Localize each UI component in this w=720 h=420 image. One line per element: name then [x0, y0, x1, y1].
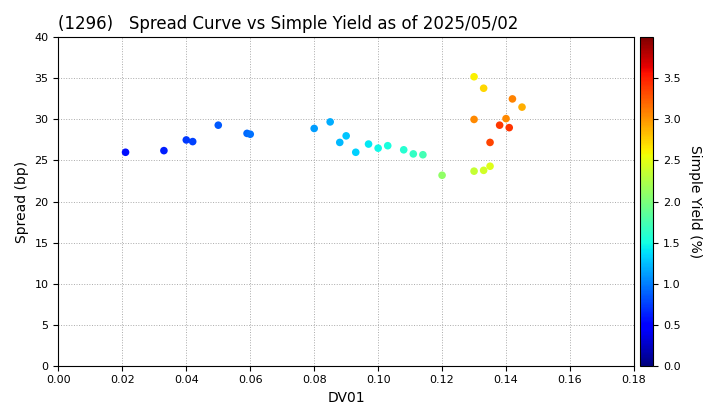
- Point: [120, 149, 131, 156]
- Point: [485, 163, 496, 170]
- Point: [503, 124, 515, 131]
- Point: [382, 142, 394, 149]
- Point: [485, 139, 496, 146]
- Point: [181, 136, 192, 143]
- Point: [158, 147, 170, 154]
- Point: [468, 116, 480, 123]
- Point: [478, 167, 490, 174]
- Point: [372, 145, 384, 152]
- Point: [245, 131, 256, 138]
- Point: [408, 150, 419, 157]
- Point: [334, 139, 346, 146]
- Point: [417, 151, 428, 158]
- Point: [500, 115, 512, 122]
- Point: [363, 141, 374, 147]
- Point: [494, 122, 505, 129]
- Point: [468, 168, 480, 175]
- Point: [516, 104, 528, 110]
- X-axis label: DV01: DV01: [328, 391, 365, 405]
- Text: (1296)   Spread Curve vs Simple Yield as of 2025/05/02: (1296) Spread Curve vs Simple Yield as o…: [58, 15, 519, 33]
- Point: [308, 125, 320, 132]
- Point: [350, 149, 361, 156]
- Point: [187, 138, 199, 145]
- Point: [507, 95, 518, 102]
- Y-axis label: Simple Yield (%): Simple Yield (%): [688, 145, 701, 258]
- Point: [436, 172, 448, 178]
- Point: [478, 85, 490, 92]
- Point: [341, 132, 352, 139]
- Point: [212, 122, 224, 129]
- Point: [398, 147, 410, 153]
- Point: [468, 74, 480, 80]
- Y-axis label: Spread (bp): Spread (bp): [15, 160, 29, 243]
- Point: [241, 130, 253, 137]
- Point: [325, 118, 336, 125]
